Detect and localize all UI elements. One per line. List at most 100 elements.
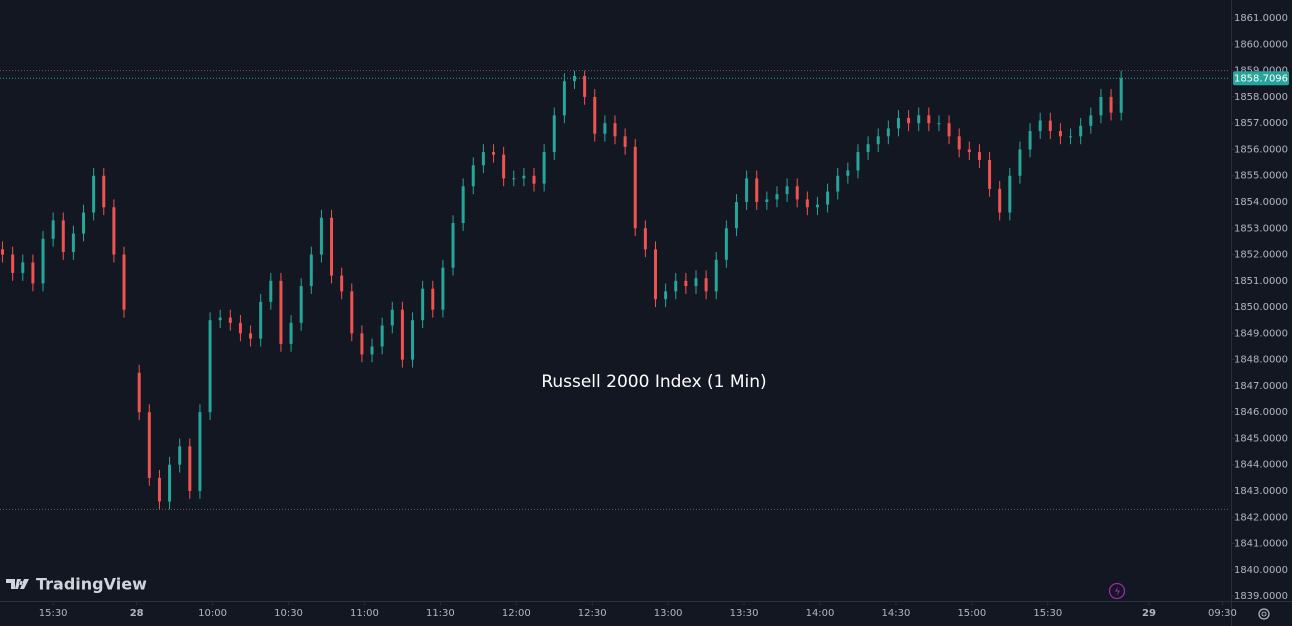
candle-body (836, 175, 840, 192)
logo: TradingView (6, 575, 147, 594)
candle-body (947, 123, 951, 137)
candle-body (988, 159, 992, 189)
candle-body (694, 278, 698, 287)
x-tick-label: 13:30 (730, 608, 759, 619)
x-tick-label: 11:00 (350, 608, 379, 619)
candle-body (441, 267, 445, 310)
settings-gear[interactable] (1258, 608, 1270, 620)
candle-body (168, 464, 172, 502)
y-tick-label: 1851.0000 (1234, 276, 1288, 287)
candle-body (31, 262, 35, 284)
candle-body (289, 322, 293, 344)
candle-body (573, 75, 577, 82)
candle-body (82, 212, 86, 234)
last-price-label: 1858.7096 (1234, 73, 1288, 84)
y-tick-label: 1848.0000 (1234, 355, 1288, 366)
replay-bolt[interactable] (1115, 586, 1120, 596)
candle-body (967, 149, 971, 153)
x-tick-label: 14:30 (882, 608, 911, 619)
candle-body (653, 249, 657, 300)
candle-body (41, 238, 45, 284)
y-tick-label: 1847.0000 (1234, 381, 1288, 392)
candle-body (876, 136, 880, 145)
candle-body (157, 477, 161, 502)
candle-body (724, 228, 728, 260)
x-tick-label: 15:30 (39, 608, 68, 619)
candle-body (1079, 125, 1083, 137)
y-tick-label: 1840.0000 (1234, 565, 1288, 576)
candle-body (583, 75, 587, 97)
candle-body (633, 146, 637, 229)
x-tick-label: 15:00 (957, 608, 986, 619)
candle-body (886, 128, 890, 137)
candle-body (400, 309, 404, 360)
candle-body (208, 320, 212, 413)
candle-body (492, 152, 496, 155)
candle-body (431, 288, 435, 310)
candle-body (704, 278, 708, 292)
plot-area (0, 70, 1230, 510)
y-tick-label: 1841.0000 (1234, 539, 1288, 550)
y-tick-label: 1856.0000 (1234, 144, 1288, 155)
y-tick-label: 1855.0000 (1234, 171, 1288, 182)
candle-body (907, 117, 911, 124)
candle-body (937, 123, 941, 125)
candle-body (522, 175, 526, 179)
candle-body (122, 254, 126, 310)
candle-body (998, 188, 1002, 213)
candle-body (512, 178, 516, 180)
y-tick-label: 1852.0000 (1234, 250, 1288, 261)
candle-body (299, 286, 303, 323)
candle-body (1008, 175, 1012, 213)
y-tick-label: 1854.0000 (1234, 197, 1288, 208)
y-tick-label: 1843.0000 (1234, 486, 1288, 497)
candle-body (350, 291, 354, 334)
replay-circle[interactable] (1108, 582, 1126, 600)
candle-body (360, 333, 364, 355)
candle-body (259, 301, 263, 339)
y-tick-label: 1860.0000 (1234, 39, 1288, 50)
candle-body (1119, 78, 1123, 113)
x-tick-label: 09:30 (1208, 608, 1237, 619)
candle-body (552, 115, 556, 153)
y-tick-label: 1853.0000 (1234, 223, 1288, 234)
candle-body (684, 280, 688, 287)
candle-body (815, 204, 819, 208)
candle-body (1069, 136, 1073, 138)
candle-body (593, 96, 597, 134)
candle-body (1038, 120, 1042, 132)
candle-body (380, 325, 384, 347)
candle-body (664, 291, 668, 300)
candle-body (795, 186, 799, 200)
settings-icon[interactable] (1258, 608, 1270, 620)
chart-title: Russell 2000 Index (1 Min) (541, 372, 766, 392)
replay-icon[interactable] (1108, 582, 1126, 600)
candle-body (805, 199, 809, 208)
candle-body (411, 320, 415, 360)
candle-body (734, 202, 738, 229)
candle-body (1089, 115, 1093, 126)
y-tick-label: 1845.0000 (1234, 433, 1288, 444)
candle-body (755, 178, 759, 203)
candle-body (340, 275, 344, 292)
candle-body (613, 123, 617, 137)
candle-body (1, 249, 5, 255)
y-tick-label: 1846.0000 (1234, 407, 1288, 418)
candle-body (471, 165, 475, 187)
x-tick-label: 10:00 (198, 608, 227, 619)
y-tick-label: 1842.0000 (1234, 512, 1288, 523)
candle-body (785, 186, 789, 195)
candle-body (481, 152, 485, 166)
candle-body (137, 372, 141, 413)
candle-body (11, 254, 15, 273)
candle-body (319, 217, 323, 255)
candle-body (147, 412, 151, 478)
x-tick-label: 12:30 (578, 608, 607, 619)
x-tick-label: 12:00 (502, 608, 531, 619)
candle-body (826, 191, 830, 205)
candle-body (1048, 120, 1052, 132)
candle-body (1058, 131, 1062, 137)
settings-hub[interactable] (1261, 611, 1267, 617)
candle-body (279, 280, 283, 344)
